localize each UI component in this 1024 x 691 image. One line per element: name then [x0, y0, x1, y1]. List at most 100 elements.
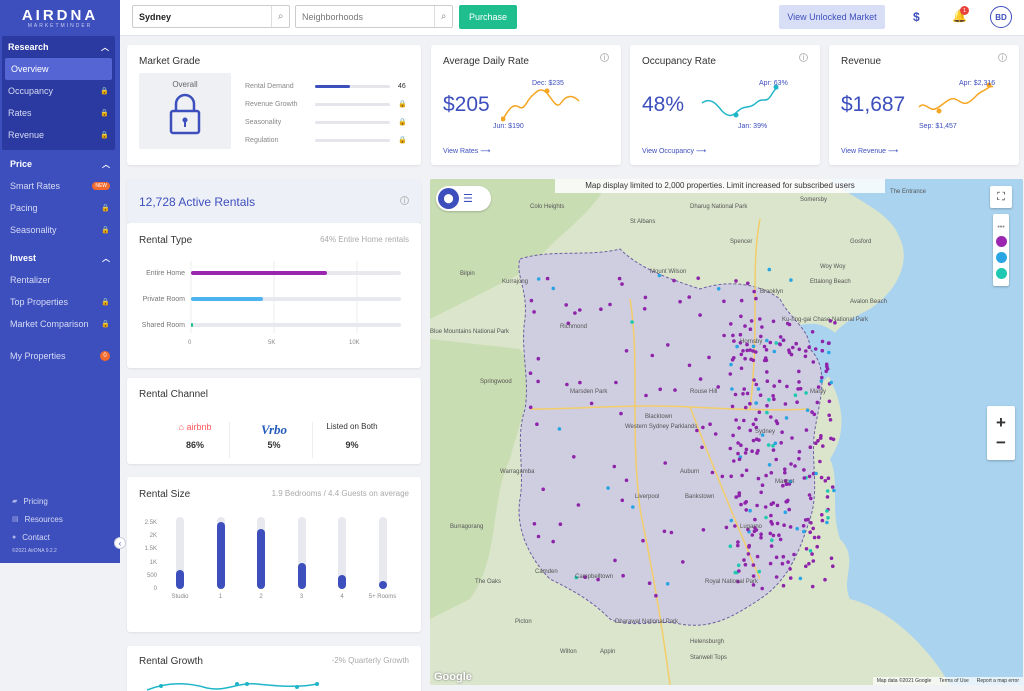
property-dot[interactable]: [769, 513, 773, 518]
property-dot[interactable]: [802, 468, 806, 472]
property-dot[interactable]: [578, 380, 582, 385]
property-dot[interactable]: [746, 281, 750, 286]
property-dot[interactable]: [757, 410, 762, 414]
property-dot[interactable]: [807, 474, 812, 479]
property-dot[interactable]: [754, 296, 758, 301]
property-dot[interactable]: [781, 583, 786, 588]
property-map[interactable]: Colo Heights Dharug National Park Gosford S…: [430, 179, 1023, 685]
property-dot[interactable]: [701, 425, 705, 430]
property-dot[interactable]: [795, 526, 799, 531]
property-dot[interactable]: [589, 401, 594, 406]
property-dot[interactable]: [768, 340, 773, 345]
property-dot[interactable]: [812, 412, 817, 417]
more-icon[interactable]: •••: [997, 223, 1005, 231]
property-dot[interactable]: [743, 501, 747, 505]
property-dot[interactable]: [769, 544, 774, 548]
property-dot[interactable]: [755, 503, 759, 508]
property-dot[interactable]: [551, 539, 555, 544]
property-dot[interactable]: [624, 349, 629, 353]
property-dot[interactable]: [797, 456, 801, 461]
property-dot[interactable]: [662, 529, 667, 534]
property-dot[interactable]: [826, 341, 831, 345]
property-dot[interactable]: [750, 449, 754, 454]
nav-pacing[interactable]: Pacing 🔒: [0, 197, 120, 219]
property-dot[interactable]: [743, 451, 748, 455]
property-dot[interactable]: [825, 509, 829, 513]
property-dot[interactable]: [783, 510, 788, 515]
property-dot[interactable]: [795, 400, 799, 404]
map-pin-icon[interactable]: ⬤: [438, 188, 459, 209]
property-dot[interactable]: [786, 560, 790, 564]
view-unlocked-market-button[interactable]: View Unlocked Market: [779, 5, 885, 29]
property-dot[interactable]: [532, 522, 537, 526]
property-dot[interactable]: [825, 489, 830, 493]
property-dot[interactable]: [528, 371, 533, 375]
avatar[interactable]: BD: [990, 6, 1012, 28]
property-dot[interactable]: [728, 372, 733, 376]
dollar-icon[interactable]: $: [913, 10, 920, 24]
property-dot[interactable]: [565, 382, 569, 387]
property-dot[interactable]: [765, 338, 769, 343]
property-dot[interactable]: [733, 392, 738, 397]
property-dot[interactable]: [657, 273, 662, 278]
property-dot[interactable]: [793, 464, 797, 468]
property-dot[interactable]: [644, 393, 648, 398]
property-dot[interactable]: [716, 385, 720, 389]
property-dot[interactable]: [788, 576, 793, 580]
property-dot[interactable]: [794, 341, 798, 346]
property-dot[interactable]: [820, 339, 825, 344]
property-dot[interactable]: [599, 307, 603, 311]
property-dot[interactable]: [791, 345, 795, 350]
property-dot[interactable]: [829, 380, 833, 385]
property-dot[interactable]: [765, 370, 769, 374]
property-dot[interactable]: [742, 387, 746, 391]
nav-contact[interactable]: ● Contact: [0, 528, 120, 546]
property-dot[interactable]: [810, 330, 815, 334]
property-dot[interactable]: [647, 581, 652, 585]
property-dot[interactable]: [764, 473, 768, 478]
section-research[interactable]: Research ︿: [2, 36, 115, 58]
property-dot[interactable]: [631, 505, 635, 509]
neighborhood-search-input[interactable]: [296, 11, 435, 22]
property-dot[interactable]: [768, 531, 773, 536]
property-dot[interactable]: [750, 533, 755, 537]
property-dot[interactable]: [789, 278, 793, 282]
rental-size-bar[interactable]: [378, 517, 387, 589]
property-dot[interactable]: [783, 467, 787, 472]
property-dot[interactable]: [829, 556, 834, 560]
property-dot[interactable]: [545, 276, 550, 281]
property-dot[interactable]: [732, 356, 736, 360]
property-dot[interactable]: [743, 562, 748, 567]
property-dot[interactable]: [745, 348, 749, 353]
property-dot[interactable]: [758, 393, 763, 397]
property-dot[interactable]: [781, 483, 785, 488]
property-dot[interactable]: [557, 427, 562, 431]
property-dot[interactable]: [739, 314, 743, 319]
property-dot[interactable]: [820, 375, 824, 380]
property-dot[interactable]: [741, 349, 745, 353]
property-dot[interactable]: [665, 582, 670, 586]
property-dot[interactable]: [758, 317, 762, 321]
property-dot[interactable]: [760, 483, 765, 488]
property-dot[interactable]: [812, 535, 817, 540]
property-dot[interactable]: [769, 471, 774, 475]
property-dot[interactable]: [801, 524, 806, 528]
property-dot[interactable]: [746, 552, 751, 556]
property-dot[interactable]: [617, 276, 622, 281]
property-dot[interactable]: [743, 324, 747, 328]
property-dot[interactable]: [536, 277, 541, 281]
property-dot[interactable]: [743, 405, 748, 410]
property-dot[interactable]: [765, 410, 769, 415]
property-dot[interactable]: [771, 533, 776, 538]
property-dot[interactable]: [716, 287, 721, 291]
property-dot[interactable]: [819, 434, 823, 438]
property-dot[interactable]: [827, 399, 832, 404]
property-dot[interactable]: [811, 526, 815, 531]
property-dot[interactable]: [663, 461, 667, 465]
vrbo-layer-icon[interactable]: [995, 251, 1007, 263]
property-dot[interactable]: [774, 575, 779, 579]
property-dot[interactable]: [810, 552, 814, 556]
property-dot[interactable]: [810, 584, 815, 589]
property-dot[interactable]: [830, 485, 835, 489]
property-dot[interactable]: [666, 343, 670, 347]
